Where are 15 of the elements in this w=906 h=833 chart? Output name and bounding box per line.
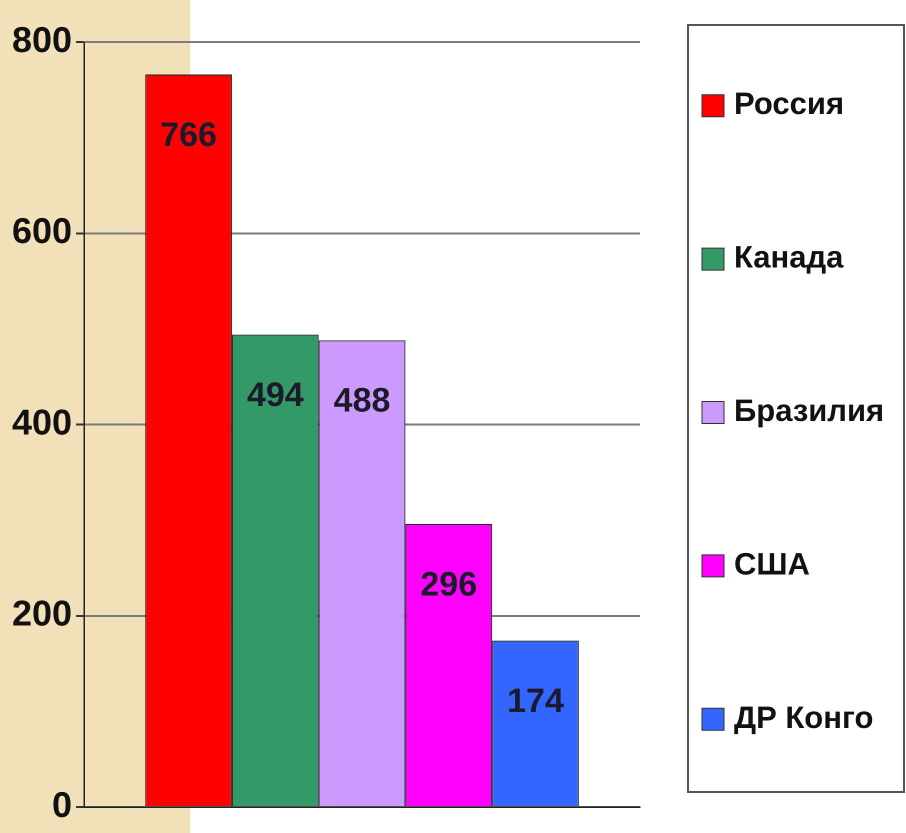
y-tick-label: 400: [12, 401, 72, 442]
legend-label: ДР Конго: [734, 700, 874, 735]
y-tick-label: 200: [12, 592, 72, 634]
data-label: 766: [160, 116, 217, 154]
y-tick-label: 0: [52, 784, 72, 825]
legend-label: США: [734, 546, 810, 582]
y-tick-label: 600: [12, 210, 72, 252]
data-label: 488: [334, 382, 390, 420]
data-label: 174: [507, 682, 564, 720]
legend-label: Россия: [734, 86, 844, 122]
legend-label: Бразилия: [734, 393, 884, 428]
legend-label: Канада: [734, 240, 844, 275]
y-tick-label: 800: [12, 18, 72, 60]
data-label: 296: [420, 565, 478, 604]
data-label: 494: [246, 376, 304, 414]
